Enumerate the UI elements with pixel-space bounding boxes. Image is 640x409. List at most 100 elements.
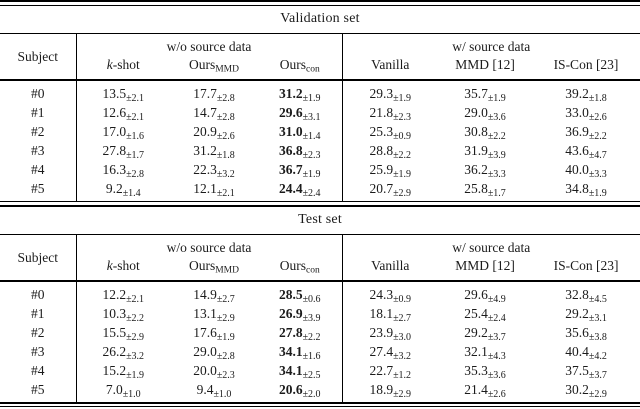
- value-cell: 20.9±2.6: [193, 124, 235, 142]
- table-row: #0 12.2±2.1 14.9±2.7 28.5±0.6 24.3±0.9 29.6±4…: [0, 281, 640, 305]
- value-cell: 18.9±2.9: [369, 382, 412, 400]
- value-cell: 21.4±2.6: [464, 382, 506, 400]
- top-double-rule: [0, 0, 640, 6]
- value-cell: 12.6±2.1: [102, 105, 145, 123]
- value-cell: 17.0±1.6: [102, 124, 145, 142]
- subject-cell: #3: [0, 141, 77, 160]
- value-cell: 27.8±1.7: [102, 143, 145, 161]
- validation-column-header-row: k-shot OursMMD Ourscon Vanilla MMD [12] IS-Co…: [0, 56, 640, 81]
- value-cell: 29.6±3.1: [258, 103, 343, 123]
- value-cell: 14.7±2.8: [193, 105, 235, 123]
- value-cell: 30.8±2.2: [464, 124, 506, 142]
- group-header-without-source-data: w/o source data: [76, 234, 343, 257]
- subject-column-header: Subject: [0, 33, 77, 81]
- column-header-is-con: IS-Con [23]: [532, 56, 640, 81]
- value-cell: 20.0±2.3: [193, 363, 235, 381]
- value-cell: 32.8±4.5: [565, 287, 607, 305]
- subject-cell: #5: [0, 179, 77, 201]
- subject-cell: #4: [0, 160, 77, 179]
- table-row: #4 15.2±1.9 20.0±2.3 34.1±2.5 22.7±1.2 35.3±3…: [0, 361, 640, 381]
- value-cell: 26.2±3.2: [102, 344, 145, 362]
- validation-set-table: Validation set Subject w/o source data w…: [0, 6, 640, 201]
- value-cell: 29.3±1.9: [369, 86, 412, 104]
- validation-table-title: Validation set: [0, 6, 640, 34]
- column-header-vanilla: Vanilla: [342, 56, 438, 81]
- validation-table-body: #0 13.5±2.1 17.7±2.8 31.2±1.9 29.3±1.9 35.7±1…: [0, 80, 640, 201]
- column-header-is-con: IS-Con [23]: [532, 257, 640, 282]
- value-cell: 14.9±2.7: [193, 287, 235, 305]
- value-cell: 36.8±2.3: [258, 141, 343, 161]
- value-cell: 36.9±2.2: [565, 124, 607, 142]
- column-header-k-shot: k-shot: [76, 257, 170, 282]
- value-cell: 35.6±3.8: [565, 325, 607, 343]
- test-table-title: Test set: [0, 207, 640, 235]
- column-header-ours-con: Ourscon: [258, 56, 343, 81]
- value-cell: 29.2±3.1: [565, 306, 607, 324]
- table-row: #4 16.3±2.8 22.3±3.2 36.7±1.9 25.9±1.9 36.2±3…: [0, 160, 640, 180]
- validation-title-row: Validation set: [0, 6, 640, 34]
- table-row: #3 26.2±3.2 29.0±2.8 34.1±1.6 27.4±3.2 32.1±4…: [0, 342, 640, 362]
- value-cell: 20.6±2.0: [258, 380, 343, 402]
- value-cell: 16.3±2.8: [102, 162, 145, 180]
- validation-group-header-row: Subject w/o source data w/ source data: [0, 33, 640, 81]
- value-cell: 29.0±2.8: [193, 344, 235, 362]
- subject-cell: #5: [0, 380, 77, 402]
- test-set-table: Test set Subject w/o source data w/ sour…: [0, 207, 640, 402]
- table-row: #2 15.5±2.9 17.6±1.9 27.8±2.2 23.9±3.0 29.2±3…: [0, 323, 640, 343]
- group-header-without-source-data: w/o source data: [76, 33, 343, 56]
- value-cell: 32.1±4.3: [464, 344, 506, 362]
- value-cell: 43.6±4.7: [565, 143, 607, 161]
- value-cell: 12.2±2.1: [102, 287, 145, 305]
- value-cell: 24.4±2.4: [258, 179, 343, 201]
- column-header-mmd: MMD [12]: [438, 257, 532, 282]
- value-cell: 29.6±4.9: [464, 287, 506, 305]
- table-row: #3 27.8±1.7 31.2±1.8 36.8±2.3 28.8±2.2 31.9±3…: [0, 141, 640, 161]
- subject-cell: #2: [0, 323, 77, 342]
- value-cell: 10.3±2.2: [102, 306, 145, 324]
- value-cell: 22.3±3.2: [193, 162, 235, 180]
- value-cell: 22.7±1.2: [369, 363, 412, 381]
- table-row: #1 10.3±2.2 13.1±2.9 26.9±3.9 18.1±2.7 25.4±2…: [0, 304, 640, 324]
- value-cell: 29.0±3.6: [464, 105, 506, 123]
- test-table-body: #0 12.2±2.1 14.9±2.7 28.5±0.6 24.3±0.9 29.6±4…: [0, 281, 640, 402]
- value-cell: 39.2±1.8: [565, 86, 607, 104]
- value-cell: 24.3±0.9: [369, 287, 412, 305]
- value-cell: 7.0±1.0: [105, 382, 141, 400]
- value-cell: 26.9±3.9: [258, 304, 343, 324]
- table-row: #1 12.6±2.1 14.7±2.8 29.6±3.1 21.8±2.3 29.0±3…: [0, 103, 640, 123]
- value-cell: 9.2±1.4: [105, 181, 141, 199]
- value-cell: 23.9±3.0: [369, 325, 412, 343]
- test-title-row: Test set: [0, 207, 640, 235]
- table-row: #5 9.2±1.4 12.1±2.1 24.4±2.4 20.7±2.9 25.8±1.…: [0, 179, 640, 201]
- value-cell: 35.3±3.6: [464, 363, 506, 381]
- subject-cell: #0: [0, 80, 77, 103]
- column-header-mmd: MMD [12]: [438, 56, 532, 81]
- subject-cell: #2: [0, 122, 77, 141]
- value-cell: 20.7±2.9: [369, 181, 412, 199]
- column-header-k-shot: k-shot: [76, 56, 170, 81]
- value-cell: 25.3±0.9: [369, 124, 412, 142]
- group-header-with-source-data: w/ source data: [452, 240, 531, 255]
- value-cell: 36.2±3.3: [464, 162, 506, 180]
- value-cell: 25.9±1.9: [369, 162, 412, 180]
- value-cell: 40.4±4.2: [565, 344, 607, 362]
- value-cell: 30.2±2.9: [565, 382, 607, 400]
- table-row: #0 13.5±2.1 17.7±2.8 31.2±1.9 29.3±1.9 35.7±1…: [0, 80, 640, 104]
- value-cell: 37.5±3.7: [565, 363, 607, 381]
- value-cell: 13.5±2.1: [102, 86, 145, 104]
- value-cell: 25.4±2.4: [464, 306, 506, 324]
- value-cell: 35.7±1.9: [464, 86, 506, 104]
- value-cell: 34.8±1.9: [565, 181, 607, 199]
- value-cell: 28.5±0.6: [258, 281, 343, 305]
- value-cell: 31.0±1.4: [258, 122, 343, 142]
- value-cell: 15.5±2.9: [102, 325, 145, 343]
- subject-cell: #1: [0, 304, 77, 323]
- value-cell: 17.6±1.9: [193, 325, 235, 343]
- value-cell: 36.7±1.9: [258, 160, 343, 180]
- value-cell: 31.9±3.9: [464, 143, 506, 161]
- bottom-double-rule: [0, 402, 640, 407]
- value-cell: 34.1±1.6: [258, 342, 343, 362]
- value-cell: 29.2±3.7: [464, 325, 506, 343]
- subject-cell: #0: [0, 281, 77, 304]
